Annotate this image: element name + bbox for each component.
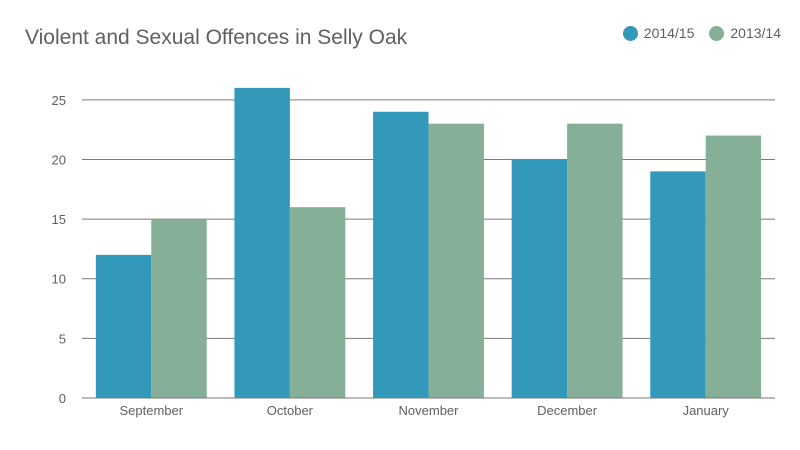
bar-december-series-0[interactable] — [511, 159, 568, 398]
x-tick-label-september: September — [120, 403, 184, 418]
bar-december-series-1[interactable] — [567, 123, 623, 398]
x-tick-label-january: January — [683, 403, 730, 418]
legend-swatch-series-0 — [622, 25, 638, 41]
y-tick-label: 15 — [52, 212, 66, 227]
y-tick-label: 20 — [52, 152, 66, 167]
bar-september-series-1[interactable] — [151, 219, 207, 398]
bar-september-series-0[interactable] — [95, 254, 152, 398]
y-tick-label: 0 — [59, 391, 66, 406]
x-tick-label-december: December — [537, 403, 598, 418]
legend-item-series-1[interactable]: 2013/14 — [709, 25, 781, 41]
bar-january-series-0[interactable] — [650, 171, 706, 398]
x-tick-label-october: October — [267, 403, 314, 418]
bars — [95, 87, 762, 399]
y-tick-label: 25 — [52, 93, 66, 108]
x-tick-label-november: November — [399, 403, 460, 418]
chart-title: Violent and Sexual Offences in Selly Oak — [25, 26, 408, 49]
bar-november-series-1[interactable] — [428, 123, 484, 398]
bar-january-series-1[interactable] — [705, 135, 762, 398]
x-axis-tick-labels: September October November December January — [120, 403, 730, 418]
y-tick-label: 10 — [52, 272, 66, 287]
y-axis-tick-labels: 0 5 10 15 20 25 — [52, 93, 66, 406]
legend-label-series-1: 2013/14 — [730, 25, 781, 41]
legend-item-series-0[interactable]: 2014/15 — [622, 25, 695, 41]
legend-label-series-0: 2014/15 — [643, 25, 695, 41]
bar-october-series-1[interactable] — [289, 207, 346, 398]
bar-october-series-0[interactable] — [234, 87, 290, 399]
legend: 2014/15 2013/14 — [608, 25, 781, 41]
y-tick-label: 5 — [59, 331, 66, 346]
bar-november-series-0[interactable] — [373, 111, 429, 398]
legend-swatch-series-1 — [709, 25, 725, 41]
